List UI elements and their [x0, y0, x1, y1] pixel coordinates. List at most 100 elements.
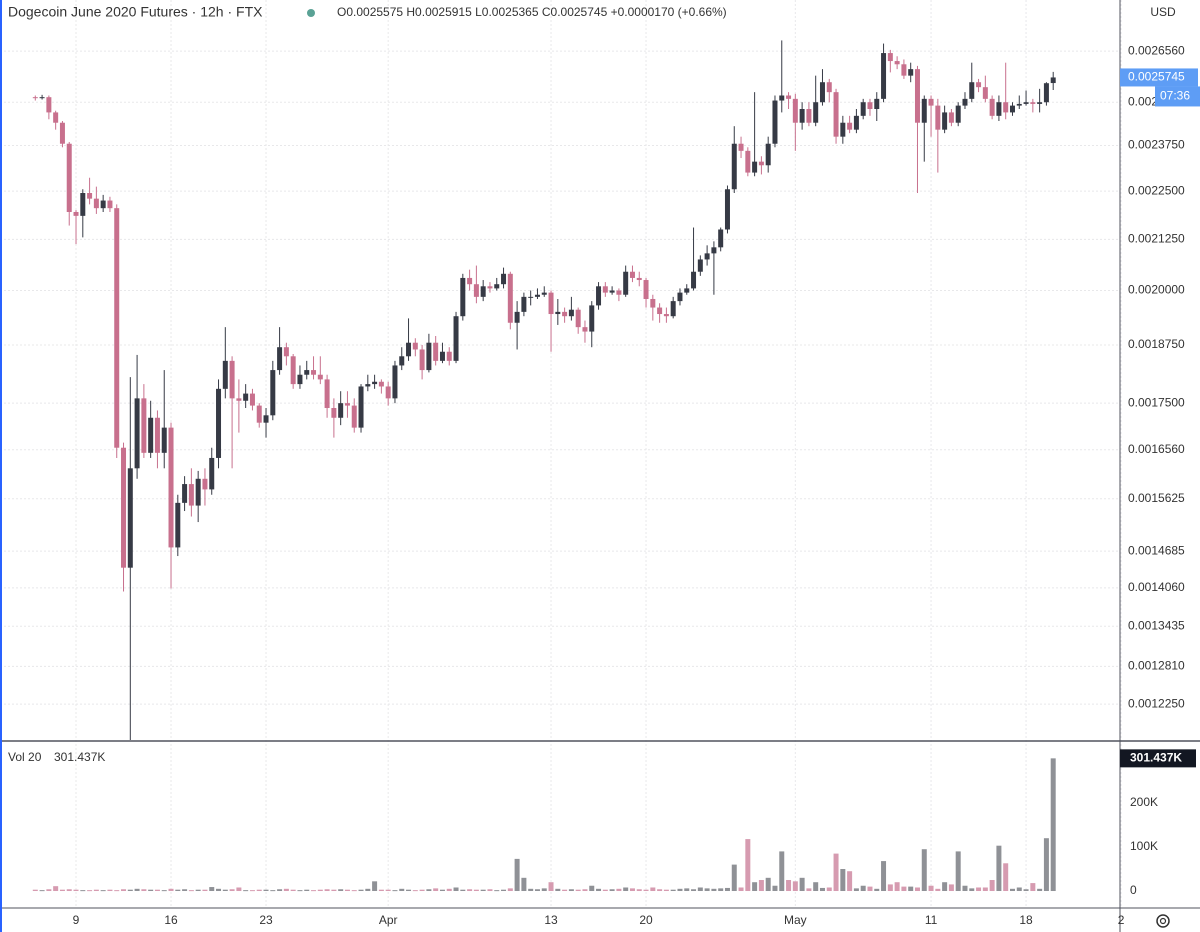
volume-bar — [494, 890, 500, 892]
candle-body — [283, 347, 289, 357]
candle-body — [1023, 102, 1029, 104]
volume-bar — [623, 887, 629, 892]
candle-body — [982, 87, 988, 99]
volume-bar — [881, 861, 887, 892]
volume-bar — [942, 882, 948, 892]
candle-body — [623, 271, 629, 295]
candle-body — [243, 393, 249, 401]
candle-body — [487, 286, 493, 289]
candle-body — [860, 102, 866, 116]
candle-body — [847, 122, 853, 130]
volume-bar — [969, 888, 975, 892]
candle-body — [555, 311, 561, 315]
volume-bar — [697, 887, 703, 892]
volume-bar — [270, 890, 276, 892]
candle-body — [562, 311, 568, 317]
volume-bar — [154, 889, 160, 892]
volume-bar — [290, 889, 296, 892]
volume-bar — [691, 889, 697, 892]
volume-bar — [107, 889, 113, 892]
x-tick-label: 20 — [639, 913, 653, 927]
candle-body — [609, 290, 615, 293]
volume-bar — [324, 889, 330, 892]
volume-bar — [114, 890, 120, 892]
candle-body — [127, 468, 133, 568]
candle-body — [236, 398, 242, 401]
candle-body — [385, 386, 391, 399]
candle-body — [657, 307, 663, 315]
volume-bar — [521, 877, 527, 892]
volume-bar — [718, 888, 724, 892]
candle-body — [582, 327, 588, 332]
candle-body — [263, 415, 269, 423]
volume-bar — [928, 885, 934, 892]
candle-body — [942, 112, 948, 130]
candle-body — [1043, 83, 1049, 103]
candle-body — [195, 478, 201, 506]
volume-bar — [745, 839, 751, 892]
volume-bar — [786, 880, 792, 892]
volume-bar — [453, 887, 459, 892]
volume-bar — [636, 889, 642, 892]
volume-bar — [663, 889, 669, 892]
candle-body — [87, 193, 93, 199]
candle-body — [378, 381, 384, 387]
candle-body — [792, 98, 798, 123]
candle-body — [460, 277, 466, 317]
volume-bar — [507, 888, 513, 892]
y-tick-label: 0.0021250 — [1128, 232, 1185, 246]
volume-bar — [304, 889, 310, 892]
candle-body — [358, 386, 364, 428]
volume-bar — [283, 888, 289, 892]
candle-body — [731, 143, 737, 190]
candle-body — [209, 457, 215, 490]
volume-bar — [121, 889, 127, 892]
volume-bar — [53, 886, 59, 892]
candle-body — [507, 273, 513, 323]
candle-body — [1050, 77, 1056, 84]
volume-bar — [473, 889, 479, 892]
currency: USD — [1150, 5, 1176, 19]
candle-body — [528, 296, 534, 298]
candle-body — [121, 447, 127, 568]
volume-bar — [256, 889, 262, 892]
y-tick-label: 0.0014685 — [1128, 543, 1185, 557]
candle-body — [833, 92, 839, 137]
volume-bar — [467, 889, 473, 892]
candle-body — [711, 247, 717, 254]
volume-bar — [460, 889, 466, 892]
x-tick-label: 23 — [259, 913, 273, 927]
x-tick-label: May — [784, 913, 807, 927]
candle-body — [894, 61, 900, 65]
volume-bar — [806, 888, 812, 892]
volume-bar — [168, 888, 174, 892]
volume-bar — [277, 889, 283, 892]
candle-body — [948, 112, 954, 123]
volume-bar — [935, 888, 941, 892]
volume-bar — [175, 889, 181, 892]
candle-body — [175, 502, 181, 548]
volume-bar — [243, 890, 249, 892]
candle-body — [154, 417, 160, 453]
volume-bar — [344, 889, 350, 892]
volume-bar — [93, 889, 99, 892]
volume-bar — [148, 889, 154, 892]
volume-bar — [127, 889, 133, 892]
candle-body — [182, 484, 188, 503]
candle-body — [46, 97, 52, 113]
candle-body — [799, 109, 805, 123]
volume-bar — [765, 877, 771, 892]
candle-body — [779, 95, 785, 101]
volume-bar — [847, 871, 853, 892]
y-tick-label: 0.0014060 — [1128, 580, 1185, 594]
candle-body — [670, 301, 676, 317]
candle-body — [1037, 102, 1043, 104]
candle-body — [867, 102, 873, 110]
candle-body — [976, 82, 982, 88]
settings-icon[interactable] — [1156, 914, 1170, 928]
volume-bar — [134, 888, 140, 892]
volume-bar — [514, 858, 520, 892]
volume-bar — [392, 890, 398, 892]
last-volume-badge — [1120, 749, 1196, 768]
volume-bar — [100, 890, 106, 892]
